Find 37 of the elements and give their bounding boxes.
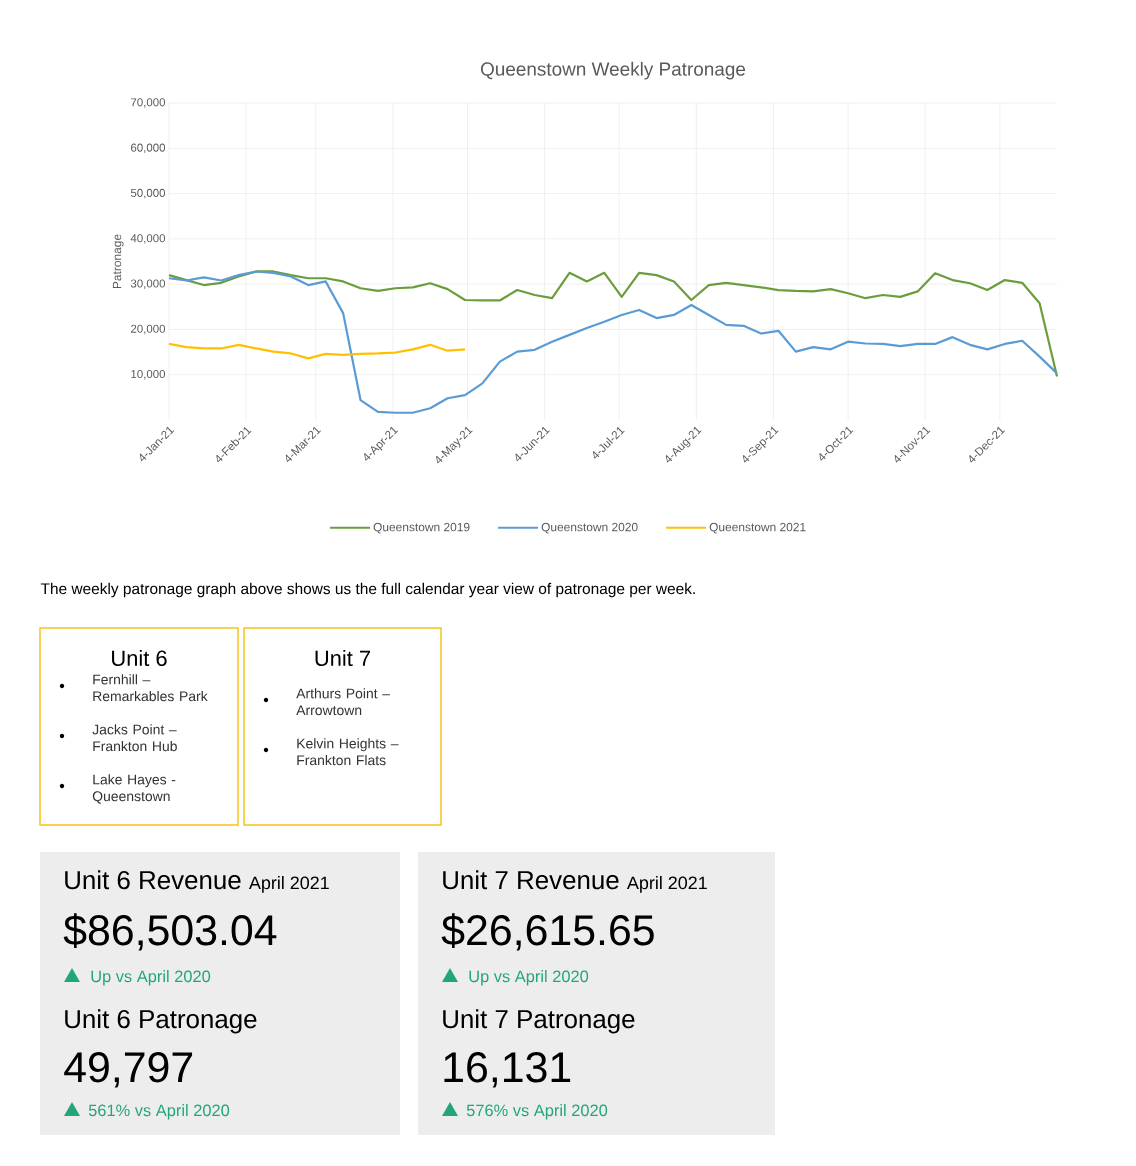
legend-label: Queenstown 2020 [541, 522, 638, 534]
y-tick-label: 10,000 [131, 369, 166, 380]
chart-title: Queenstown Weekly Patronage [480, 61, 746, 80]
text: Lake Hayes - Queenstown [92, 774, 176, 804]
line-series [167, 342, 467, 360]
text: 49,797 [64, 1052, 193, 1088]
text: 16,131 [444, 1052, 571, 1088]
legend-label: Queenstown 2021 [709, 522, 806, 534]
y-tick-label: 50,000 [130, 188, 166, 199]
text: Unit 7 [315, 649, 371, 667]
text: Unit 6 Patronage [65, 1009, 257, 1034]
text: Unit 6 Revenue [65, 870, 241, 890]
text: $86,503.04 [63, 913, 277, 951]
text: 576% vs April 2020 [466, 1104, 608, 1120]
y-tick-label: 30,000 [130, 279, 166, 289]
text: Fernhill – Remarkables Park [93, 674, 208, 702]
text: April 2021 [248, 876, 329, 893]
text: The weekly patronage graph above shows us the full calendar year view of patronage per week. [40, 582, 695, 598]
text: Jacks Point – Frankton Hub [92, 724, 177, 752]
text: April 2021 [626, 876, 707, 893]
text: Unit 7 Patronage [443, 1009, 635, 1034]
text: Kelvin Heights – Frankton Flats [297, 738, 399, 766]
y-tick-label: 20,000 [131, 324, 166, 335]
text: Unit 6 [112, 649, 167, 667]
text: Up vs April 2020 [469, 970, 589, 986]
y-axis-title: Patronage [112, 234, 124, 289]
legend-label: Queenstown 2019 [373, 522, 470, 534]
text: 561% vs April 2020 [88, 1104, 230, 1120]
line-series [167, 270, 1059, 414]
text: Up vs April 2020 [91, 970, 211, 986]
y-tick-label: 60,000 [131, 143, 166, 154]
text: Unit 7 Revenue [443, 870, 619, 890]
text: $26,615.65 [441, 913, 654, 951]
line-series [167, 270, 1059, 378]
y-tick-label: 40,000 [130, 234, 166, 244]
y-tick-label: 70,000 [131, 98, 166, 108]
text: Arthurs Point – Arrowtown [296, 688, 390, 716]
